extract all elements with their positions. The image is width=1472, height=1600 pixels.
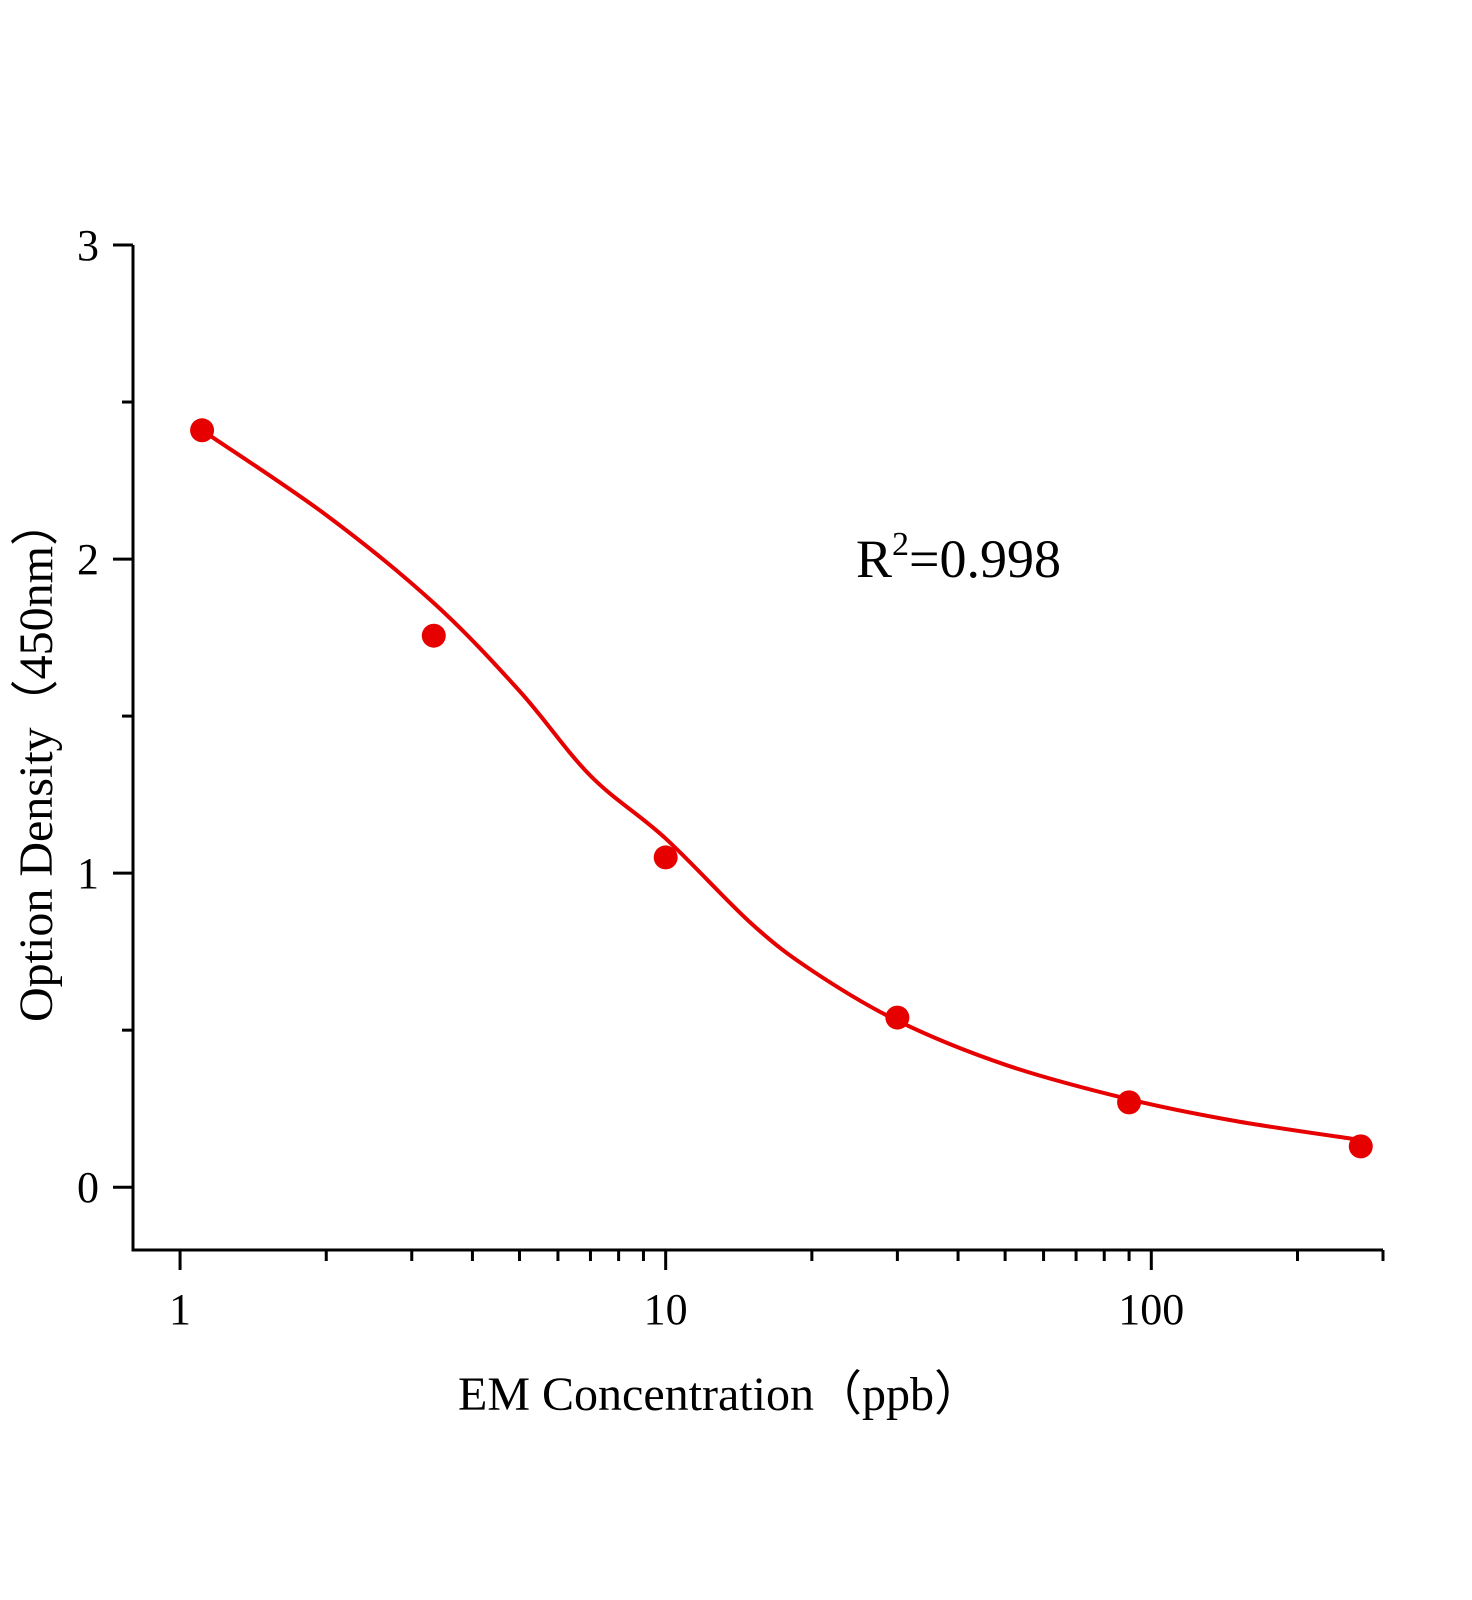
y-axis-title: Option Density（450nm） [10, 498, 63, 1022]
annotation-sup: 2 [892, 526, 909, 563]
annotation: R2=0.998 [856, 526, 1061, 589]
x-axis-title: EM Concentration（ppb） [458, 1368, 982, 1421]
y-tick-label: 2 [77, 535, 99, 584]
data-point [421, 623, 446, 648]
x-tick-label: 1 [169, 1285, 191, 1334]
annotation-text: R [856, 529, 892, 589]
x-tick-label: 10 [644, 1285, 688, 1334]
annotation-text: =0.998 [909, 529, 1061, 589]
data-point [1117, 1090, 1142, 1115]
y-tick-label: 0 [77, 1163, 99, 1212]
fit-line [200, 428, 1362, 1143]
y-tick-label: 1 [77, 849, 99, 898]
data-point [1348, 1134, 1373, 1159]
data-point [653, 845, 678, 870]
data-point [885, 1005, 910, 1030]
x-tick-label: 100 [1118, 1285, 1184, 1334]
y-tick-label: 3 [77, 221, 99, 270]
data-point [190, 418, 215, 443]
